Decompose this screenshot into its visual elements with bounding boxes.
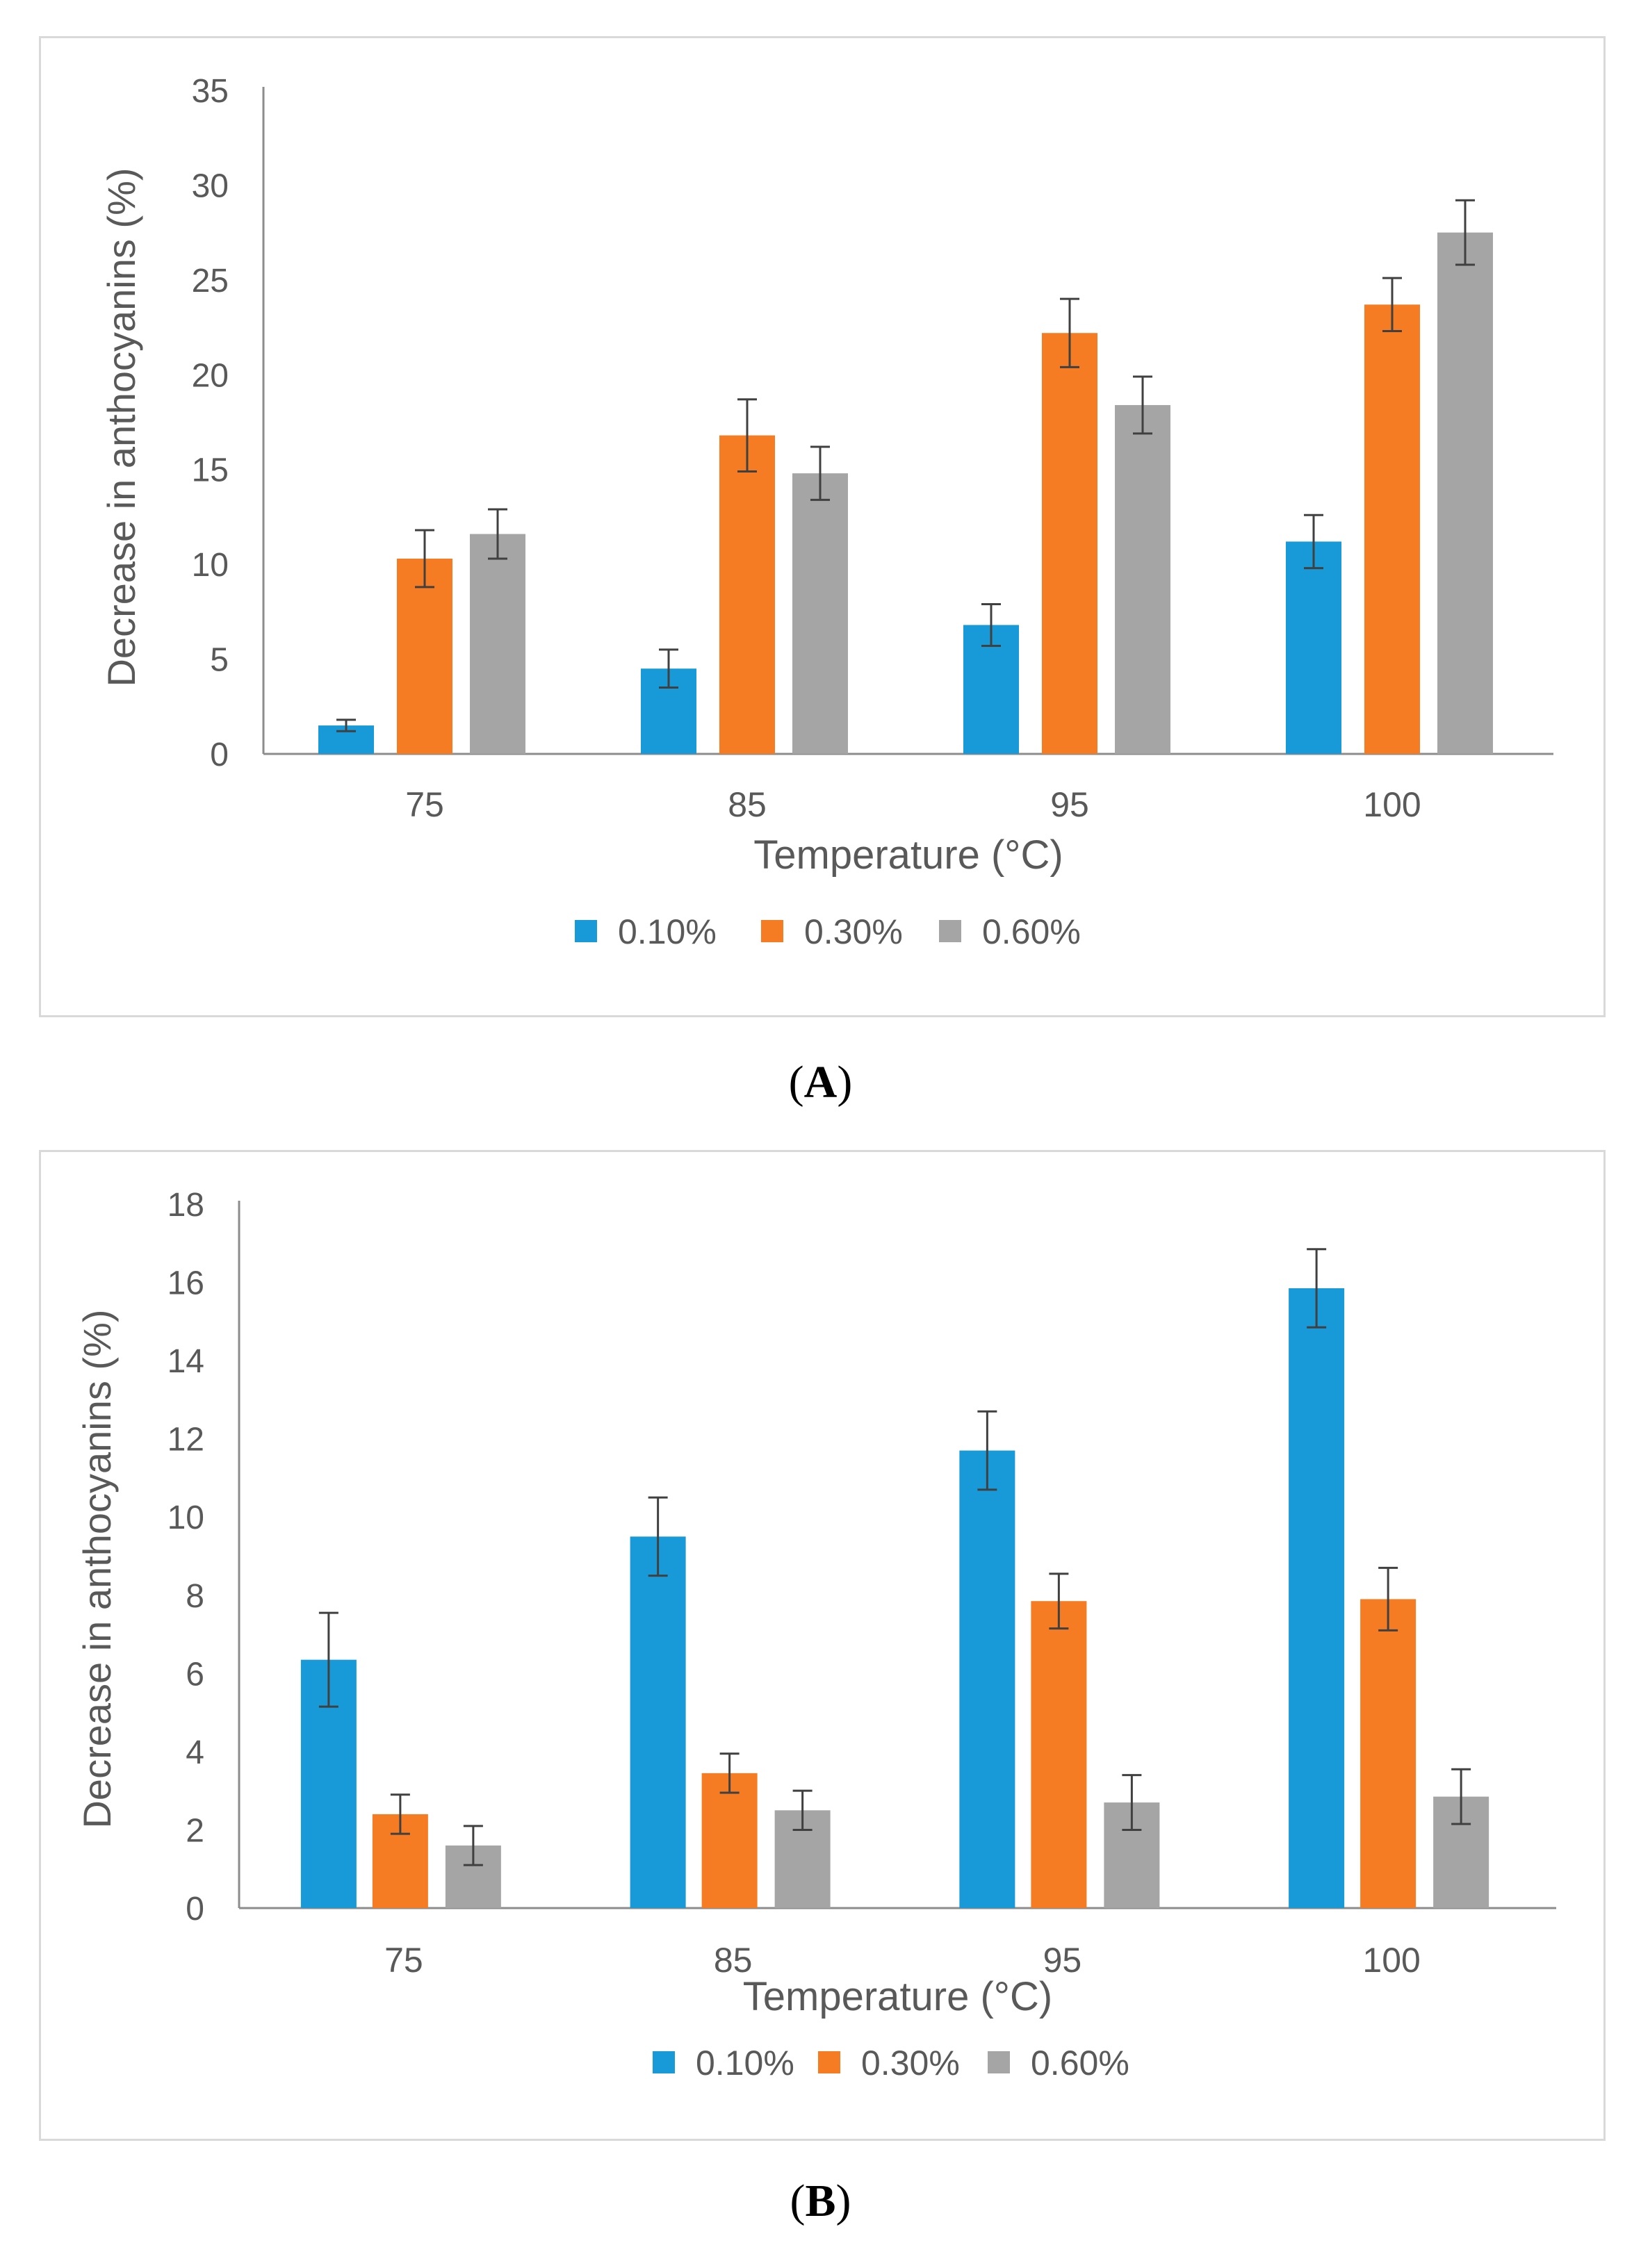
legend-swatch xyxy=(818,2051,840,2073)
legend-label: 0.30% xyxy=(804,912,903,951)
y-tick-label: 8 xyxy=(186,1578,204,1615)
y-tick-label: 10 xyxy=(168,1499,204,1536)
caption-b: (B) xyxy=(790,2176,851,2226)
x-tick-label: 100 xyxy=(1362,1941,1420,1980)
legend-swatch xyxy=(939,920,961,942)
y-axis-title: Decrease in anthocyanins (%) xyxy=(75,1309,119,1828)
x-axis-title: Temperature (°C) xyxy=(743,1974,1052,2019)
x-tick-label: 100 xyxy=(1363,785,1421,824)
y-tick-label: 4 xyxy=(186,1734,204,1771)
y-tick-label: 18 xyxy=(168,1187,204,1224)
y-tick-label: 25 xyxy=(192,263,229,299)
x-tick-label: 75 xyxy=(405,785,444,824)
legend-swatch xyxy=(653,2051,675,2073)
y-tick-label: 0 xyxy=(210,737,229,773)
bar xyxy=(1364,304,1420,754)
caption-a: (A) xyxy=(788,1057,853,1108)
bar xyxy=(1042,333,1097,754)
legend-label: 0.10% xyxy=(696,2044,794,2082)
y-tick-label: 35 xyxy=(192,73,229,110)
y-tick-label: 12 xyxy=(168,1422,204,1458)
legend-swatch xyxy=(575,920,597,942)
bar xyxy=(397,558,452,754)
legend-swatch xyxy=(988,2051,1010,2073)
legend-label: 0.30% xyxy=(861,2044,960,2082)
bar xyxy=(701,1773,758,1908)
y-tick-label: 16 xyxy=(168,1265,204,1302)
y-axis-title: Decrease in anthocyanins (%) xyxy=(99,167,143,687)
bar xyxy=(630,1536,686,1908)
y-tick-label: 6 xyxy=(186,1656,204,1693)
bar xyxy=(959,1450,1015,1908)
legend-label: 0.60% xyxy=(1031,2044,1129,2082)
legend-label: 0.60% xyxy=(982,912,1081,951)
y-tick-label: 30 xyxy=(192,167,229,204)
bar xyxy=(470,534,525,754)
y-tick-label: 10 xyxy=(192,547,229,584)
bar xyxy=(1437,232,1493,755)
legend-label: 0.10% xyxy=(618,912,717,951)
y-tick-label: 14 xyxy=(168,1343,204,1380)
x-axis-title: Temperature (°C) xyxy=(753,832,1063,878)
y-tick-label: 15 xyxy=(192,452,229,489)
bar xyxy=(1031,1601,1087,1908)
bar xyxy=(1289,1288,1345,1908)
y-tick-label: 5 xyxy=(210,642,229,679)
bar xyxy=(1286,541,1341,754)
bar xyxy=(1115,404,1170,754)
caption-b-label: B xyxy=(805,2176,836,2226)
bar xyxy=(792,473,848,754)
bar xyxy=(1360,1599,1417,1908)
y-tick-label: 0 xyxy=(186,1891,204,1928)
x-tick-label: 85 xyxy=(728,785,767,824)
x-tick-label: 75 xyxy=(384,1941,423,1980)
caption-a-label: A xyxy=(803,1057,838,1108)
chart-panel-a: 0 5 10 15 20 25 30 35 75 85 95 100 Temperature (°C) D… xyxy=(39,36,1606,1017)
x-tick-label: 95 xyxy=(1043,1941,1082,1980)
chart-panel-b: 0 2 4 6 8 10 12 14 16 18 75 85 95 100 Temperature (°C)… xyxy=(39,1150,1606,2141)
x-tick-label: 95 xyxy=(1050,785,1089,824)
y-tick-label: 20 xyxy=(192,357,229,394)
chart-b: 0 2 4 6 8 10 12 14 16 18 75 85 95 100 Temperature (°C)… xyxy=(75,1187,1556,2082)
x-tick-label: 85 xyxy=(714,1941,753,1980)
chart-a: 0 5 10 15 20 25 30 35 75 85 95 100 Temperature (°C) D… xyxy=(99,73,1553,951)
legend-swatch xyxy=(761,920,783,942)
bar xyxy=(719,435,775,754)
y-tick-label: 2 xyxy=(186,1812,204,1849)
